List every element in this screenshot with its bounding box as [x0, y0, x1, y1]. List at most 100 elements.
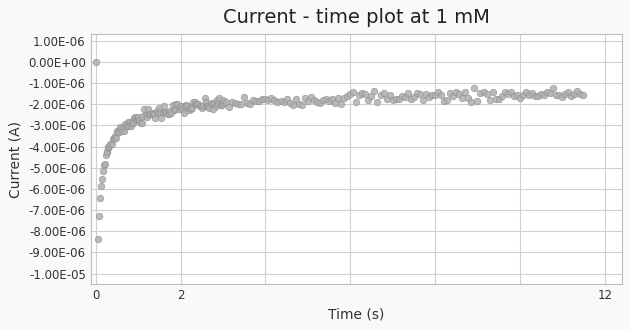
Point: [527, 90, 537, 95]
Point: [255, 99, 265, 104]
Point: [367, 93, 377, 98]
Point: [160, 110, 170, 115]
Point: [148, 112, 158, 117]
Point: [108, 136, 118, 141]
Point: [430, 92, 440, 97]
Point: [360, 91, 370, 97]
Point: [98, 163, 108, 168]
Point: [530, 93, 540, 99]
Point: [573, 89, 583, 94]
Point: [251, 98, 261, 104]
Point: [488, 89, 498, 94]
Point: [127, 120, 137, 125]
Point: [116, 127, 126, 132]
Point: [113, 129, 123, 135]
Point: [94, 195, 105, 201]
Point: [217, 102, 227, 107]
Point: [285, 101, 295, 106]
Point: [563, 89, 573, 94]
Point: [155, 111, 165, 116]
Point: [521, 90, 531, 95]
Point: [96, 183, 106, 188]
Point: [93, 236, 103, 242]
Point: [536, 91, 546, 97]
Point: [451, 89, 461, 94]
Point: [182, 103, 192, 109]
Point: [345, 91, 355, 97]
Point: [105, 143, 115, 148]
Point: [399, 94, 410, 99]
Point: [131, 117, 141, 123]
Point: [96, 177, 106, 182]
Point: [418, 97, 428, 103]
Point: [195, 103, 205, 109]
Point: [166, 111, 176, 116]
Point: [113, 130, 123, 135]
Point: [123, 119, 133, 125]
Point: [454, 92, 464, 97]
Point: [208, 106, 218, 112]
Point: [122, 123, 132, 128]
Point: [201, 100, 211, 105]
Point: [158, 109, 168, 114]
Point: [382, 96, 392, 102]
Point: [384, 92, 394, 97]
Point: [461, 89, 471, 94]
Point: [394, 96, 404, 102]
Point: [185, 105, 195, 110]
Point: [275, 99, 285, 104]
Point: [303, 99, 313, 104]
Point: [387, 97, 398, 103]
X-axis label: Time (s): Time (s): [328, 308, 384, 322]
Point: [354, 92, 364, 98]
Point: [175, 105, 185, 110]
Point: [203, 104, 213, 109]
Point: [306, 95, 316, 100]
Point: [140, 113, 151, 118]
Point: [207, 101, 217, 106]
Point: [260, 97, 270, 102]
Point: [146, 112, 156, 117]
Point: [171, 102, 181, 107]
Point: [266, 95, 277, 100]
Point: [372, 99, 382, 104]
Point: [542, 89, 552, 95]
Point: [163, 112, 173, 117]
Point: [230, 100, 240, 105]
Point: [126, 123, 136, 128]
Point: [578, 93, 588, 98]
Point: [369, 88, 379, 94]
Point: [188, 100, 198, 105]
Y-axis label: Current (A): Current (A): [8, 121, 22, 198]
Point: [197, 105, 207, 110]
Point: [125, 119, 135, 124]
Point: [324, 98, 334, 104]
Point: [101, 152, 111, 158]
Point: [478, 89, 488, 94]
Point: [309, 98, 319, 103]
Point: [551, 92, 561, 97]
Title: Current - time plot at 1 mM: Current - time plot at 1 mM: [223, 8, 490, 27]
Point: [94, 213, 104, 218]
Point: [210, 103, 220, 109]
Point: [191, 101, 201, 107]
Point: [272, 100, 282, 105]
Point: [178, 111, 188, 116]
Point: [481, 92, 491, 97]
Point: [427, 92, 437, 97]
Point: [149, 112, 159, 117]
Point: [154, 106, 164, 111]
Point: [120, 121, 130, 127]
Point: [186, 106, 196, 111]
Point: [119, 128, 129, 133]
Point: [357, 91, 367, 96]
Point: [294, 101, 304, 106]
Point: [161, 111, 171, 116]
Point: [152, 110, 163, 116]
Point: [496, 93, 507, 98]
Point: [412, 90, 422, 96]
Point: [257, 96, 267, 101]
Point: [174, 107, 184, 112]
Point: [156, 115, 166, 120]
Point: [491, 97, 501, 102]
